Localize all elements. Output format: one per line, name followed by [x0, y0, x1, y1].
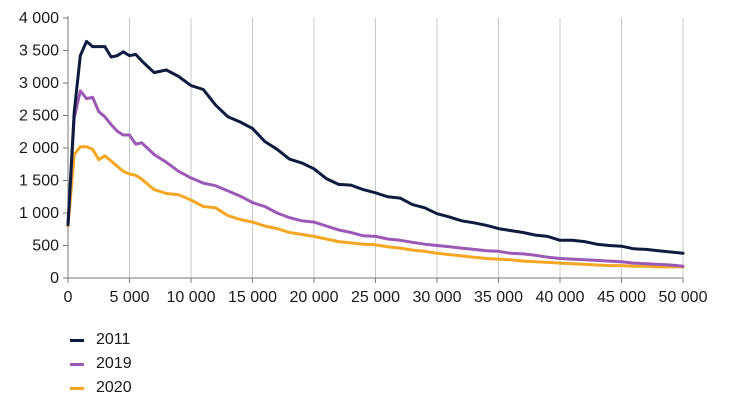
y-tick-label: 500 — [32, 238, 59, 255]
legend-swatch-2019 — [70, 362, 84, 366]
series-line-2019 — [66, 89, 685, 268]
x-tick-label: 35 000 — [474, 289, 523, 306]
series-line-2020 — [66, 145, 685, 269]
x-tick-label: 15 000 — [228, 289, 277, 306]
x-tick-label: 50 000 — [659, 289, 708, 306]
legend-item-2020: 2020 — [70, 376, 132, 400]
x-axis-tick-labels: 0 5 000 10 000 15 000 20 000 25 000 30 000 35 0… — [64, 289, 708, 306]
gridlines — [129, 18, 684, 278]
legend-swatch-2011 — [70, 338, 84, 342]
x-tick-label: 45 000 — [597, 289, 646, 306]
legend-item-2019: 2019 — [70, 352, 132, 376]
x-tick-label: 10 000 — [167, 289, 216, 306]
x-tick-label: 25 000 — [351, 289, 400, 306]
legend: 2011 2019 2020 — [70, 328, 132, 400]
legend-label-2011: 2011 — [96, 331, 131, 348]
y-tick-label: 0 — [50, 270, 59, 287]
x-tick-label: 40 000 — [536, 289, 585, 306]
legend-label-2019: 2019 — [96, 355, 132, 372]
y-tick-label: 3 500 — [19, 43, 59, 60]
x-tick-label: 5 000 — [109, 289, 149, 306]
y-tick-label: 1 500 — [19, 173, 59, 190]
axes — [63, 16, 684, 283]
x-tick-label: 20 000 — [290, 289, 339, 306]
legend-label-2020: 2020 — [96, 379, 132, 396]
x-tick-label: 0 — [64, 289, 73, 306]
legend-swatch-2020 — [70, 386, 84, 390]
series-lines — [66, 39, 685, 269]
y-tick-label: 3 000 — [19, 75, 59, 92]
y-tick-label: 1 000 — [19, 205, 59, 222]
y-axis-tick-labels: 0 500 1 000 1 500 2 000 2 500 3 000 3 500 4 000 — [19, 10, 59, 287]
x-tick-label: 30 000 — [413, 289, 462, 306]
y-tick-label: 2 000 — [19, 140, 59, 157]
series-line-2011 — [66, 39, 685, 255]
legend-item-2011: 2011 — [70, 328, 132, 352]
y-tick-label: 4 000 — [19, 10, 59, 27]
y-tick-label: 2 500 — [19, 108, 59, 125]
